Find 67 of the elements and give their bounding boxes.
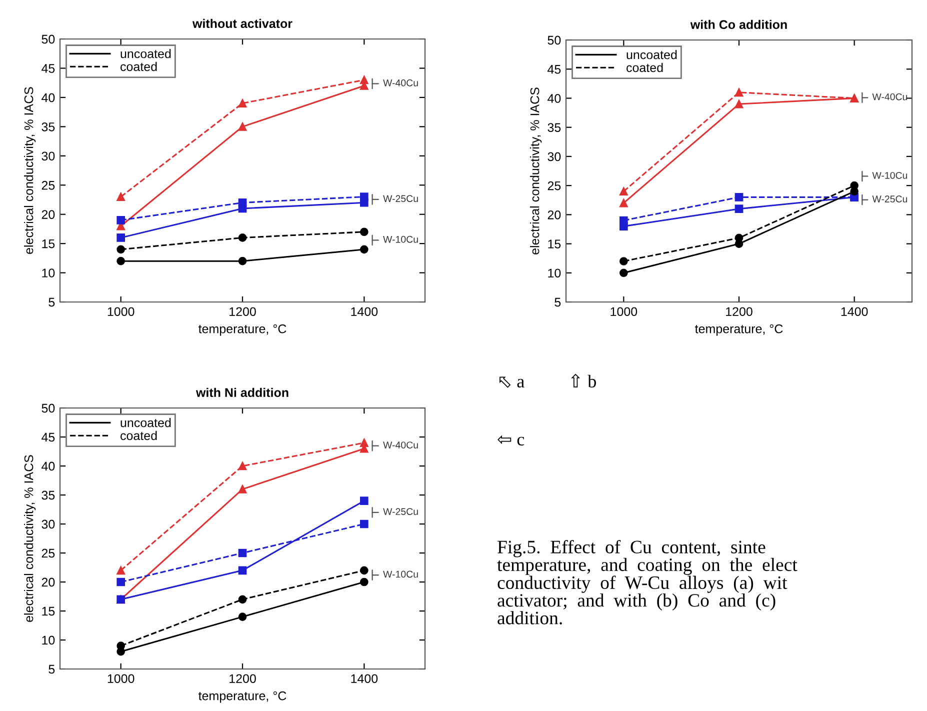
text: ⬁ a	[500, 376, 524, 388]
y-axis-title: electrical conductivity, % IACS	[24, 455, 36, 622]
y-tick-label: 5	[554, 298, 561, 307]
y-tick-label: 15	[42, 606, 55, 616]
annotation: W-40Cu	[383, 442, 418, 448]
y-tick-label: 15	[548, 240, 561, 248]
annotation: W-10Cu	[872, 172, 908, 179]
caption: Fig.5. Effect of Cu content, sinte temperature, and coating on the elect conductivity of W-Cu alloys (a) wit activator; and with (b) Co and (c) addition.	[497, 540, 798, 624]
annotation: W-40Cu	[872, 93, 908, 100]
chart-title: without activator	[192, 18, 292, 28]
x-tick-label: 1000	[108, 674, 134, 684]
y-tick-label: 25	[548, 181, 561, 190]
y-tick-label: 25	[42, 548, 55, 558]
y-tick-label: 5	[48, 298, 55, 307]
y-tick-label: 30	[548, 152, 561, 162]
y-tick-label: 10	[548, 268, 561, 278]
x-tick-label: 1400	[351, 307, 378, 316]
x-axis-title: temperature, °C	[198, 691, 286, 703]
y-axis-title: electrical conductivity, % IACS	[24, 87, 36, 254]
y-tick-label: 40	[548, 94, 561, 103]
y-tick-label: 25	[42, 180, 55, 190]
y-tick-label: 20	[42, 578, 55, 587]
legend-label: coated	[120, 430, 157, 440]
x-tick-label: 1000	[108, 307, 134, 316]
annotation: W-25Cu	[872, 196, 908, 202]
x-tick-label: 1200	[230, 307, 256, 316]
annotation: W-25Cu	[383, 508, 418, 516]
y-tick-label: 40	[42, 93, 55, 102]
y-tick-label: 45	[548, 65, 561, 74]
y-tick-label: 45	[42, 64, 55, 73]
y-tick-label: 35	[42, 490, 55, 500]
legend-label: coated	[120, 62, 157, 72]
y-tick-label: 50	[42, 404, 55, 413]
chart-title: with Co addition	[690, 20, 787, 30]
x-tick-label: 1400	[351, 674, 378, 684]
x-tick-label: 1200	[726, 307, 752, 316]
x-tick-label: 1000	[610, 307, 638, 316]
y-tick-label: 40	[42, 462, 55, 471]
y-tick-label: 10	[42, 636, 55, 645]
x-tick-label: 1400	[841, 307, 868, 316]
legend-label: uncoated	[120, 418, 171, 428]
y-tick-label: 50	[42, 34, 55, 44]
y-tick-label: 50	[548, 36, 561, 45]
y-tick-label: 15	[42, 239, 55, 248]
text: ⇦ c	[497, 435, 524, 446]
annotation: W-10Cu	[383, 236, 418, 243]
y-tick-label: 30	[42, 152, 55, 161]
y-tick-label: 20	[548, 210, 561, 220]
x-axis-title: temperature, °C	[695, 324, 783, 336]
legend-label: uncoated	[120, 49, 171, 58]
y-tick-label: 30	[42, 520, 55, 529]
x-tick-label: 1200	[230, 674, 256, 684]
y-tick-label: 35	[548, 123, 561, 132]
legend-label: uncoated	[626, 50, 677, 60]
annotation: W-40Cu	[383, 79, 418, 86]
x-axis-title: temperature, °C	[198, 324, 286, 336]
annotation: W-10Cu	[383, 570, 418, 578]
annotation: W-25Cu	[383, 195, 418, 202]
y-tick-label: 35	[42, 122, 55, 132]
y-tick-label: 10	[42, 268, 55, 278]
y-tick-label: 5	[48, 664, 55, 674]
y-axis-title: electrical conductivity, % IACS	[530, 88, 542, 254]
y-tick-label: 45	[42, 432, 55, 442]
y-tick-label: 20	[42, 210, 55, 219]
text: ⇧ b	[571, 374, 596, 388]
chart-title: with Ni addition	[196, 388, 288, 398]
legend-label: coated	[626, 62, 663, 72]
